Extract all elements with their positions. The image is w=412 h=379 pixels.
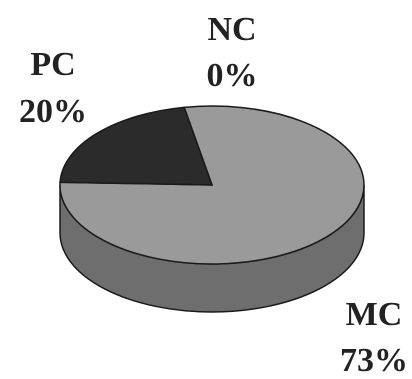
slice-value-mc: 73% — [340, 342, 408, 379]
slice-value-nc: 0% — [207, 57, 258, 94]
pie-top-face — [59, 105, 365, 265]
slice-label-nc: NC — [207, 11, 256, 48]
slice-value-pc: 20% — [19, 93, 87, 130]
slice-nc — [183, 107, 213, 186]
slice-pc — [59, 106, 214, 186]
slice-label-mc: MC — [346, 296, 403, 333]
slice-label-pc: PC — [30, 46, 75, 83]
